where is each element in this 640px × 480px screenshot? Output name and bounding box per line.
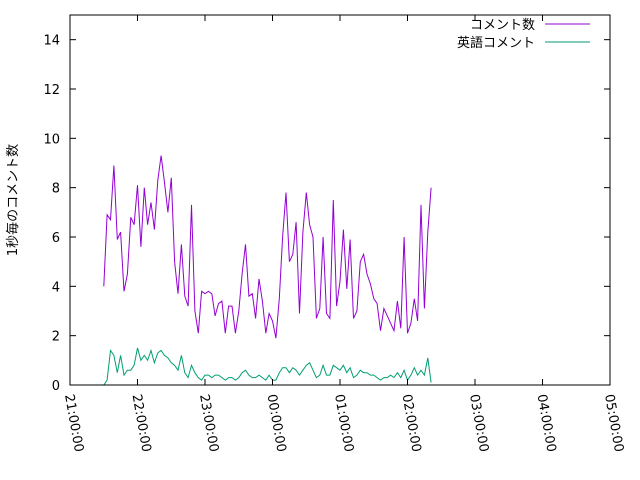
y-tick-label: 6 <box>52 231 60 246</box>
x-tick-label: 21:00:00 <box>61 393 86 453</box>
x-tick-label: 04:00:00 <box>534 393 559 453</box>
y-tick-label: 12 <box>43 83 60 98</box>
x-tick-label: 03:00:00 <box>466 393 491 453</box>
y-tick-label: 10 <box>43 132 60 147</box>
x-tick-label: 05:00:00 <box>601 393 626 453</box>
y-axis-label: 1秒毎のコメント数 <box>5 144 21 256</box>
legend-label: 英語コメント <box>457 35 535 51</box>
legend-label: コメント数 <box>470 18 535 33</box>
x-tick-label: 00:00:00 <box>264 393 289 453</box>
series-line-1 <box>103 155 432 339</box>
y-tick-label: 8 <box>52 182 60 197</box>
y-tick-label: 4 <box>52 280 60 295</box>
x-tick-label: 01:00:00 <box>331 393 356 453</box>
x-tick-label: 02:00:00 <box>399 393 424 453</box>
y-tick-label: 14 <box>43 34 60 49</box>
y-tick-label: 0 <box>52 379 60 394</box>
series-layer <box>103 155 432 386</box>
x-tick-label: 23:00:00 <box>196 393 221 453</box>
series-line-2 <box>103 347 432 386</box>
y-tick-label: 2 <box>52 330 60 345</box>
plot-frame <box>69 14 611 386</box>
x-tick-label: 22:00:00 <box>129 393 154 453</box>
